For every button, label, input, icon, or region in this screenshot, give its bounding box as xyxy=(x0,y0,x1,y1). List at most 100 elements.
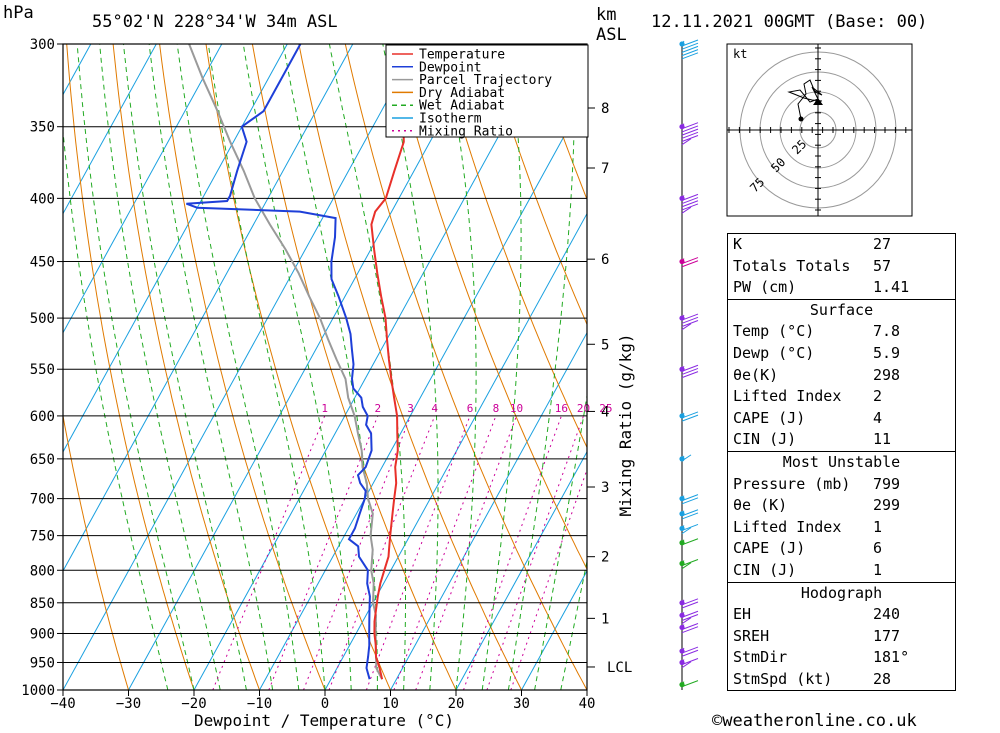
wind-barb xyxy=(679,193,699,214)
pressure-tick-label: 550 xyxy=(30,362,55,378)
index-row: CAPE (J) 4 xyxy=(728,408,955,430)
height-tick-label: 6 xyxy=(601,252,609,268)
wind-barb-shaft xyxy=(681,314,685,319)
index-row: SREH 177 xyxy=(728,626,955,648)
index-value: 181° xyxy=(873,648,910,667)
pressure-tick-label: 650 xyxy=(30,452,55,468)
wind-barb-feather xyxy=(681,257,699,265)
legend-label: Dewpoint xyxy=(419,60,482,75)
location-title: 55°02'N 228°34'W 34m ASL xyxy=(92,12,338,32)
wind-barb-feather xyxy=(681,197,699,205)
dry-adiabat-line xyxy=(437,44,587,449)
wind-barb-feather xyxy=(681,538,699,546)
mixing-ratio-line xyxy=(486,415,584,690)
index-value: 1 xyxy=(873,560,883,579)
wet-adiabat-line xyxy=(328,44,406,690)
hodograph-storm-motion-marker xyxy=(813,98,823,105)
wind-barb-feather xyxy=(681,512,699,520)
index-row: CIN (J) 1 xyxy=(728,560,955,582)
wind-barb-feather xyxy=(681,649,699,657)
wind-barb-feather xyxy=(681,414,699,422)
height-tick-label: 4 xyxy=(601,404,609,420)
pressure-unit-label: hPa xyxy=(3,3,34,23)
most-unstable-header: Most Unstable xyxy=(728,450,955,474)
index-row: CIN (J) 11 xyxy=(728,429,955,451)
wind-barb xyxy=(679,598,699,609)
pressure-tick-label: 600 xyxy=(30,409,55,425)
credit-text: ©weatheronline.co.uk xyxy=(712,711,917,731)
pressure-tick-label: 400 xyxy=(30,191,55,207)
most-unstable-indices: Pressure (mb) 799 θe (K) 299 Lifted Index 1 CA… xyxy=(728,474,955,582)
wet-adiabat-line xyxy=(481,44,522,690)
mixing-ratio-label: 4 xyxy=(431,402,438,415)
temperature-line xyxy=(370,44,405,680)
index-value: 177 xyxy=(873,626,901,645)
wind-barb xyxy=(679,122,699,146)
index-value: 6 xyxy=(873,539,883,558)
wet-adiabat-line xyxy=(382,44,439,690)
index-value: 799 xyxy=(873,474,901,493)
mixing-ratio-line xyxy=(212,415,326,690)
index-row: CAPE (J) 6 xyxy=(728,538,955,560)
wind-barb-feather xyxy=(681,313,699,321)
legend-label: Wet Adiabat xyxy=(419,99,505,114)
mixing-ratio-label: 25 xyxy=(599,402,612,415)
index-value: 240 xyxy=(873,605,901,624)
index-key: Pressure (mb) xyxy=(733,474,851,493)
hodograph-unit-label: kt xyxy=(733,47,747,61)
wet-adiabat-line xyxy=(176,44,300,690)
wind-barb-feather xyxy=(681,200,699,208)
temperature-tick-label: 10 xyxy=(382,696,399,712)
wind-barb-feather xyxy=(681,45,699,53)
wind-barb-feather xyxy=(681,497,699,505)
mixing-ratio-line xyxy=(510,468,587,690)
temperature-tick-label: −20 xyxy=(181,696,206,712)
index-row: Lifted Index 2 xyxy=(728,386,955,408)
wind-barb-shaft xyxy=(681,495,685,499)
mixing-ratio-label: 3 xyxy=(407,402,414,415)
wind-barb-feather xyxy=(681,128,699,136)
wind-barb-feather xyxy=(681,454,692,462)
pressure-tick-label: 450 xyxy=(30,255,55,271)
wind-barb-feather xyxy=(681,371,699,379)
wind-barb-feather xyxy=(681,323,692,331)
index-row: EH 240 xyxy=(728,604,955,626)
pressure-tick-label: 850 xyxy=(30,596,55,612)
dry-adiabat-line xyxy=(298,44,522,690)
wind-barb-feather xyxy=(681,49,699,57)
index-row: θe (K) 299 xyxy=(728,495,955,517)
isotherm-line xyxy=(63,44,157,215)
index-key: CAPE (J) xyxy=(733,539,806,558)
wind-barb-feather xyxy=(681,364,699,372)
wind-barb xyxy=(679,538,699,546)
index-value: 27 xyxy=(873,235,892,253)
index-key: EH xyxy=(733,605,752,624)
wind-barb xyxy=(679,313,699,331)
wind-barb-shaft xyxy=(681,365,685,370)
index-key: SREH xyxy=(733,626,770,645)
index-row: StmSpd (kt) 28 xyxy=(728,669,955,691)
temperature-tick-label: 30 xyxy=(513,696,530,712)
temperature-tick-label: −10 xyxy=(247,696,272,712)
wind-barb-feather xyxy=(681,316,699,324)
legend-label: Temperature xyxy=(419,48,505,63)
wind-barb-feather xyxy=(681,598,699,606)
index-key: CIN (J) xyxy=(733,430,797,449)
index-key: Lifted Index xyxy=(733,517,842,536)
general-indices: K 27 Totals Totals 57 PW (cm) 1.41 xyxy=(728,234,955,299)
index-row: Temp (°C) 7.8 xyxy=(728,321,955,343)
wind-barb-shaft xyxy=(681,659,685,663)
surface-indices: Temp (°C) 7.8 Dewp (°C) 5.9 θe(K) 298 Lifted I… xyxy=(728,321,955,451)
wind-barb-feather xyxy=(681,138,692,146)
wet-adiabat-line xyxy=(242,44,352,690)
wind-barb-shaft xyxy=(681,612,685,616)
wind-barb-feather xyxy=(681,411,699,419)
wind-barb-feather xyxy=(681,562,692,570)
isotherm-line xyxy=(63,44,419,690)
wind-barb-shaft xyxy=(681,510,685,515)
wet-adiabat-line xyxy=(586,687,587,690)
mixing-ratio-line xyxy=(463,415,562,690)
wind-barb-shaft xyxy=(681,599,685,604)
mixing-ratio-line xyxy=(393,415,497,690)
index-row: θe(K) 298 xyxy=(728,365,955,387)
